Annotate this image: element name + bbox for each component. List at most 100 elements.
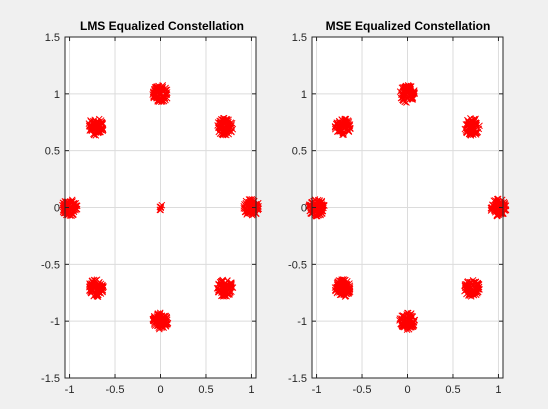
mse-point — [339, 129, 347, 136]
lms-point — [91, 277, 99, 285]
mse-point — [341, 283, 349, 290]
mse-point — [307, 209, 315, 217]
mse-cluster-0 — [396, 82, 419, 106]
lms-point — [221, 123, 229, 131]
mse-y-tick-label: 0 — [301, 203, 307, 215]
mse-point — [500, 198, 508, 206]
mse-y-tick-label: 1.5 — [292, 32, 307, 44]
lms-point — [94, 293, 102, 300]
lms-point — [226, 290, 233, 298]
lms-point — [156, 206, 164, 214]
mse-point — [331, 125, 339, 133]
lms-point — [157, 204, 165, 212]
mse-point — [468, 126, 476, 134]
mse-point — [399, 322, 406, 330]
mse-y-tick-label: -1 — [297, 316, 307, 328]
lms-cluster-1 — [214, 114, 237, 139]
lms-point — [70, 211, 77, 218]
lms-point — [218, 116, 225, 123]
lms-x-tick-label: 0 — [157, 384, 163, 396]
lms-point — [248, 199, 256, 206]
lms-point — [94, 129, 102, 136]
mse-x-tick-label: 0.5 — [445, 384, 460, 396]
mse-x-tick-label: 0 — [404, 384, 410, 396]
mse-point — [345, 121, 353, 129]
mse-point — [461, 281, 469, 288]
lms-cluster-4 — [149, 309, 172, 333]
lms-point — [157, 317, 164, 325]
lms-point — [161, 94, 169, 102]
mse-point — [464, 117, 472, 125]
mse-point — [469, 290, 477, 298]
lms-point — [95, 123, 103, 131]
mse-point — [319, 207, 326, 215]
mse-point — [346, 125, 354, 133]
mse-point — [489, 201, 497, 209]
lms-point — [163, 89, 171, 96]
mse-cluster-7 — [331, 115, 354, 139]
mse-cluster-1 — [461, 115, 483, 139]
mse-point — [400, 87, 408, 95]
mse-point — [495, 211, 503, 218]
mse-y-tick-label: -1.5 — [288, 373, 307, 385]
lms-cluster-8 — [156, 201, 166, 214]
lms-point — [94, 283, 102, 291]
lms-chart-title: LMS Equalized Constellation — [80, 19, 244, 33]
mse-y-tick-label: 1 — [301, 89, 307, 101]
lms-point — [151, 91, 159, 99]
lms-y-tick-label: -1 — [50, 316, 60, 328]
lms-y-tick-label: -0.5 — [41, 259, 60, 271]
lms-point — [73, 202, 80, 209]
mse-point — [411, 90, 419, 97]
lms-point — [153, 87, 160, 94]
mse-cluster-6 — [305, 196, 328, 220]
mse-point — [403, 326, 411, 334]
mse-constellation-axes: MSE Equalized Constellation -1 -0.5 0 0.5 1 -… — [288, 19, 510, 396]
mse-point — [472, 119, 480, 126]
mse-point — [312, 212, 320, 220]
mse-point — [332, 287, 340, 294]
mse-point — [399, 96, 407, 104]
lms-point — [220, 291, 228, 299]
lms-point — [223, 117, 231, 124]
mse-point — [470, 125, 478, 133]
mse-point — [399, 312, 407, 319]
mse-y-tick-label: -0.5 — [288, 259, 307, 271]
lms-cluster-0 — [149, 82, 171, 106]
lms-point — [215, 124, 222, 132]
lms-point — [217, 286, 224, 294]
mse-point — [305, 202, 313, 210]
lms-point — [89, 117, 97, 125]
lms-point — [162, 96, 169, 104]
mse-point — [342, 117, 349, 125]
mse-cluster-4 — [396, 309, 419, 334]
lms-point — [155, 313, 163, 321]
mse-point — [473, 287, 481, 295]
lms-point — [89, 119, 97, 126]
lms-y-tick-label: 0 — [54, 203, 60, 215]
lms-point — [226, 288, 234, 295]
lms-point — [150, 320, 158, 328]
mse-point — [344, 287, 352, 295]
mse-point — [487, 204, 495, 212]
mse-y-tick-label: 0.5 — [292, 146, 307, 158]
mse-point — [493, 207, 501, 215]
mse-cluster-5 — [331, 276, 354, 300]
lms-point — [244, 201, 252, 209]
mse-x-tick-label: 1 — [495, 384, 501, 396]
mse-point — [409, 317, 417, 325]
mse-point — [402, 83, 409, 91]
lms-point — [217, 281, 225, 289]
lms-point — [219, 276, 227, 284]
mse-point — [332, 120, 340, 128]
mse-point — [340, 131, 347, 138]
mse-cluster-3 — [461, 276, 483, 300]
lms-point — [155, 324, 163, 332]
lms-y-tick-label: 1 — [54, 89, 60, 101]
mse-point — [404, 309, 411, 317]
mse-point — [336, 280, 344, 287]
lms-point — [88, 127, 96, 135]
lms-cluster-3 — [213, 276, 237, 300]
mse-point — [396, 316, 403, 324]
